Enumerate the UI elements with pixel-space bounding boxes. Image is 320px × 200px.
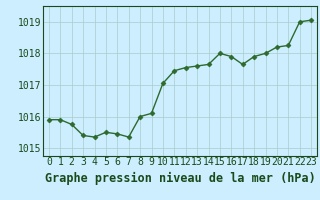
X-axis label: Graphe pression niveau de la mer (hPa): Graphe pression niveau de la mer (hPa) (44, 172, 316, 185)
